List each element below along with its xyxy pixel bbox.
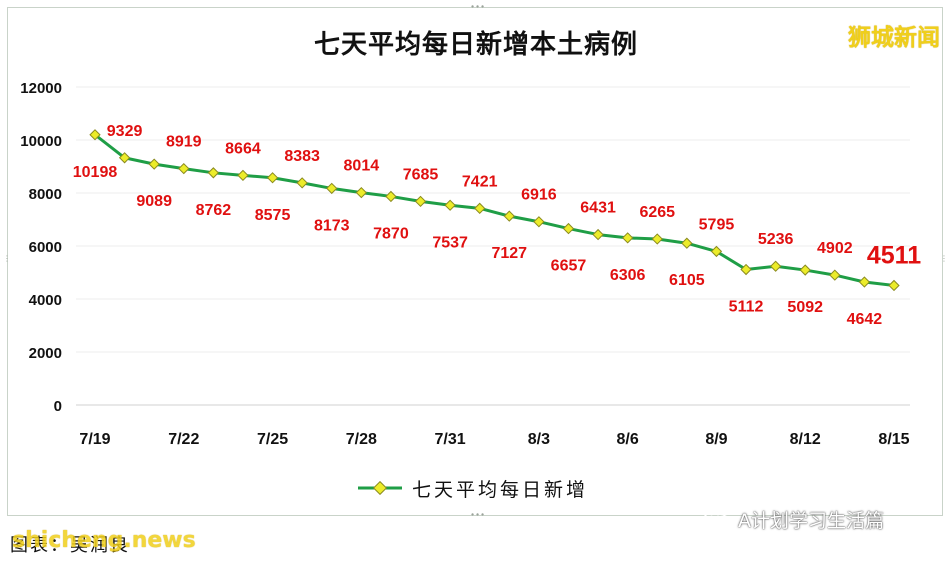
data-label: 4902 <box>817 240 853 257</box>
data-label: 8575 <box>255 207 291 224</box>
y-tick-label: 10000 <box>20 133 62 150</box>
x-tick-label: 8/15 <box>878 431 909 448</box>
data-point <box>622 232 634 244</box>
data-point <box>888 279 900 292</box>
data-label: 8762 <box>196 202 232 219</box>
brand-watermark-bottom: shicheng.news <box>12 528 196 553</box>
data-point <box>533 216 545 228</box>
data-point <box>414 195 427 208</box>
data-point <box>237 169 249 182</box>
resize-handle-top[interactable]: ∙∙∙ <box>470 2 486 11</box>
data-label: 4511 <box>867 241 921 269</box>
resize-handle-right[interactable]: ⋮ <box>940 254 948 263</box>
data-point <box>503 210 515 222</box>
data-point <box>829 269 841 281</box>
legend-line-marker-icon <box>358 481 402 495</box>
data-label: 8383 <box>284 148 320 165</box>
series-line <box>94 133 895 287</box>
legend-label: 七天平均每日新增 <box>412 478 589 501</box>
chart-title: 七天平均每日新增本土病例 <box>313 30 638 60</box>
data-label: 6657 <box>551 258 587 275</box>
wechat-account-name: A计划学习生活篇 <box>738 510 884 532</box>
resize-handle-bottom[interactable]: ∙∙∙ <box>470 510 486 519</box>
data-point <box>118 152 131 164</box>
data-label: 8919 <box>166 134 202 151</box>
data-label: 8014 <box>344 158 380 175</box>
data-point <box>266 172 279 184</box>
data-point <box>385 190 397 203</box>
data-point <box>296 177 308 189</box>
data-point <box>710 245 723 258</box>
x-tick-label: 8/6 <box>617 431 639 448</box>
data-label: 5795 <box>699 216 735 233</box>
source-note: 图表：吴润良 <box>10 535 130 556</box>
data-label: 6306 <box>610 267 646 284</box>
data-point <box>858 276 871 288</box>
wechat-watermark: A计划学习生活篇 <box>704 506 884 533</box>
data-label: 7870 <box>373 225 409 242</box>
data-point <box>651 233 663 245</box>
data-point <box>444 199 456 211</box>
data-point <box>89 129 101 141</box>
legend: 七天平均每日新增 <box>356 476 589 501</box>
data-label: 6916 <box>521 187 557 204</box>
data-point <box>355 186 367 199</box>
x-tick-label: 8/3 <box>528 431 550 448</box>
data-label: 5092 <box>787 299 823 316</box>
x-tick-label: 7/28 <box>346 431 377 448</box>
x-tick-label: 7/31 <box>435 431 466 448</box>
x-tick-label: 8/9 <box>705 431 727 448</box>
y-tick-label: 8000 <box>29 186 62 203</box>
data-point <box>799 264 811 276</box>
data-label: 7421 <box>462 173 498 190</box>
x-tick-label: 7/22 <box>168 431 199 448</box>
chart-frame <box>7 7 943 516</box>
data-point <box>562 222 575 235</box>
data-point <box>326 182 338 195</box>
data-label: 9089 <box>136 193 172 210</box>
brand-watermark-top: 狮城新闻 <box>848 25 940 51</box>
data-label: 8173 <box>314 217 350 234</box>
y-tick-label: 2000 <box>29 345 62 362</box>
data-point <box>148 158 160 170</box>
data-point <box>681 237 693 249</box>
wechat-icon <box>704 508 733 530</box>
data-label: 7685 <box>403 166 439 183</box>
x-tick-label: 7/19 <box>79 431 110 448</box>
resize-handle-left[interactable]: ⋮ <box>3 254 11 263</box>
x-tick-label: 8/12 <box>790 431 821 448</box>
y-tick-label: 6000 <box>29 239 62 256</box>
data-point <box>178 162 190 175</box>
data-label: 6105 <box>669 272 705 289</box>
data-label: 6431 <box>580 200 616 217</box>
data-label: 6265 <box>639 204 675 221</box>
data-point <box>592 228 604 241</box>
data-point <box>207 167 220 179</box>
data-label: 9329 <box>107 123 143 140</box>
data-label: 7127 <box>491 245 527 262</box>
y-tick-label: 4000 <box>29 292 62 309</box>
data-label: 4642 <box>847 311 883 328</box>
data-label: 5236 <box>758 231 794 248</box>
y-tick-label: 0 <box>54 398 62 415</box>
data-label: 5112 <box>729 299 764 316</box>
data-point <box>740 263 752 276</box>
data-label: 8664 <box>225 140 261 157</box>
data-label: 10198 <box>73 164 118 181</box>
data-label: 7537 <box>432 234 468 251</box>
x-tick-label: 7/25 <box>257 431 288 448</box>
data-point <box>769 260 782 272</box>
y-tick-label: 12000 <box>20 80 62 97</box>
data-point <box>474 202 486 215</box>
